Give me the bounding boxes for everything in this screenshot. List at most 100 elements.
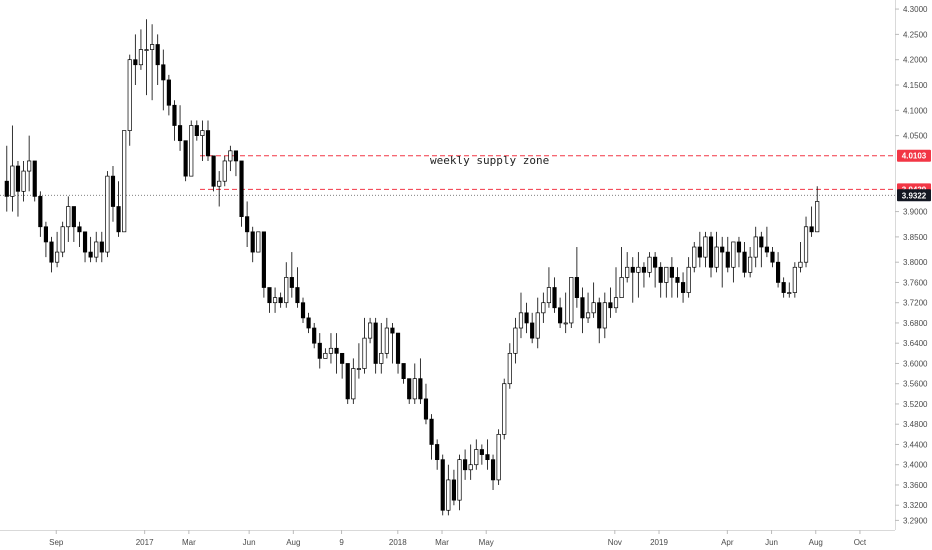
- time-tick-label: Aug: [809, 538, 823, 547]
- candle: [272, 287, 278, 313]
- candle-body-up: [798, 261, 803, 268]
- candle: [256, 231, 261, 253]
- time-tick-label: Jun: [765, 538, 778, 547]
- candle: [194, 120, 199, 141]
- candle-body-down: [770, 251, 775, 263]
- candle-body-up: [686, 266, 691, 293]
- candle: [43, 221, 49, 258]
- candle: [82, 231, 88, 263]
- candle: [451, 469, 457, 506]
- candle-body-up: [284, 277, 289, 304]
- candle: [239, 160, 244, 227]
- candle-body-down: [580, 297, 585, 319]
- candle-body-down: [669, 266, 674, 278]
- price-tag-background: [897, 189, 931, 202]
- candle-body-up: [513, 327, 518, 354]
- candle-body-up: [362, 337, 367, 369]
- candle: [200, 120, 205, 161]
- candle: [334, 333, 339, 374]
- candle-body-down: [781, 282, 786, 293]
- candle-body-down: [172, 104, 177, 126]
- candle: [267, 287, 272, 313]
- candle-body-down: [407, 378, 412, 400]
- candle-body-down: [463, 459, 468, 471]
- price-tick-label: 3.6400: [903, 339, 928, 348]
- candle: [110, 166, 116, 222]
- price-tag-label: 4.0103: [902, 152, 927, 161]
- candle-body-down: [418, 378, 423, 400]
- candle-body-down: [289, 277, 294, 288]
- candle-body-down: [697, 246, 702, 258]
- candle: [530, 312, 535, 344]
- candle-body-down: [680, 282, 686, 293]
- candle-body-down: [630, 266, 635, 273]
- time-tick-label: 2018: [389, 538, 407, 547]
- candle-body-up: [228, 150, 233, 162]
- candle: [490, 454, 496, 491]
- candle-body-up: [94, 241, 99, 258]
- candle: [356, 343, 361, 379]
- price-tick-label: 3.7600: [903, 278, 928, 287]
- price-tick-label: 4.3000: [903, 5, 928, 14]
- candle-body-down: [720, 246, 725, 253]
- time-tick-label: Nov: [608, 538, 622, 547]
- candle-body-up: [189, 125, 194, 177]
- candle-body-down: [250, 231, 255, 253]
- candle: [641, 262, 647, 288]
- candle-body-down: [295, 287, 300, 304]
- candle-body-up: [323, 352, 328, 359]
- candle-body-up: [753, 236, 758, 258]
- candle: [496, 429, 501, 485]
- candle: [161, 49, 166, 111]
- candle-body-down: [49, 241, 54, 263]
- candle-body-down: [110, 175, 116, 207]
- time-tick-label: 2017: [136, 538, 154, 547]
- candle: [144, 19, 149, 96]
- candle: [150, 24, 155, 101]
- candle: [116, 181, 121, 237]
- candle: [664, 266, 669, 298]
- price-axis: 4.3000 4.2500 4.2000 4.1500 4.1000 4.0500 3.90…: [895, 5, 928, 525]
- candle-body-up: [664, 266, 669, 283]
- candle-body-up: [585, 312, 591, 319]
- candle-body-down: [641, 266, 647, 273]
- candle-body-down: [775, 261, 781, 283]
- candle: [362, 317, 367, 374]
- candle: [770, 247, 775, 268]
- candle: [222, 155, 227, 187]
- candle: [345, 363, 350, 404]
- candle-body-down: [742, 251, 747, 273]
- candle-body-up: [502, 383, 507, 435]
- candle-body-up: [412, 378, 417, 400]
- candle-body-down: [177, 125, 183, 142]
- candle: [686, 257, 691, 298]
- time-tick-label: Aug: [286, 538, 300, 547]
- candle: [99, 231, 104, 263]
- candle: [736, 236, 742, 268]
- candle-body-up: [714, 246, 719, 268]
- candle-body-up: [815, 201, 820, 233]
- candle: [714, 231, 719, 273]
- candle: [602, 292, 607, 339]
- candle: [328, 333, 334, 364]
- candle: [88, 236, 93, 263]
- candle-body-up: [60, 226, 65, 253]
- price-tag: 3.9322: [897, 189, 931, 202]
- candle-body-down: [451, 479, 457, 501]
- candle-body-down: [558, 307, 563, 324]
- price-tick-label: 4.1500: [903, 81, 928, 90]
- candle-body-up: [457, 459, 462, 501]
- candle: [703, 231, 708, 268]
- candle: [815, 186, 820, 233]
- candle-body-up: [647, 256, 652, 273]
- candle: [295, 267, 300, 308]
- candle: [172, 100, 177, 141]
- price-tick-label: 3.6800: [903, 319, 928, 328]
- candle: [563, 292, 568, 334]
- candle: [697, 231, 702, 268]
- candle: [71, 206, 76, 242]
- candle: [759, 231, 764, 268]
- candle: [558, 297, 563, 329]
